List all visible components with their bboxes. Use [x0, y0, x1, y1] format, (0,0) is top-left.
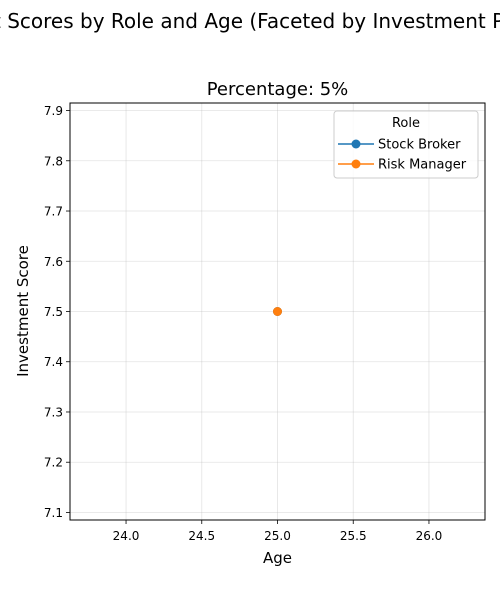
legend-swatch-marker: [351, 139, 361, 149]
chart-suptitle: Investment Scores by Role and Age (Facet…: [0, 9, 500, 33]
legend-label: Stock Broker: [378, 138, 461, 153]
legend-items: Stock Broker Risk Manager: [338, 138, 467, 173]
legend-swatch-marker: [351, 159, 361, 169]
x-tick-label: 25.5: [340, 529, 367, 543]
x-tick-label: 24.5: [188, 529, 215, 543]
legend-label: Risk Manager: [378, 158, 467, 173]
chart-title: Percentage: 5%: [207, 79, 349, 100]
legend-item: Risk Manager: [338, 158, 467, 173]
y-tick-label: 7.7: [44, 205, 63, 219]
plot-area: [69, 102, 486, 521]
y-tick-label: 7.6: [44, 255, 63, 269]
data-point: [273, 307, 282, 316]
series-layer: [273, 307, 282, 316]
y-axis-label: Investment Score: [14, 245, 32, 377]
y-tick-label: 7.2: [44, 456, 63, 470]
y-tick-label: 7.5: [44, 305, 63, 319]
x-tick-label: 25.0: [264, 529, 291, 543]
legend-title: Role: [392, 116, 420, 131]
x-ticks: 24.0 24.5 25.0 25.5 26.0: [113, 520, 443, 543]
x-axis-label: Age: [263, 549, 292, 567]
legend-box: [333, 110, 479, 179]
x-tick-label: 24.0: [113, 529, 140, 543]
y-tick-label: 7.1: [44, 506, 63, 520]
y-tick-label: 7.3: [44, 405, 63, 419]
series-1: [273, 307, 282, 316]
y-tick-label: 7.8: [44, 154, 63, 168]
y-tick-label: 7.4: [44, 355, 63, 369]
y-tick-label: 7.9: [44, 104, 63, 118]
legend-item: Stock Broker: [338, 138, 461, 153]
y-ticks: 7.1 7.2 7.3 7.4 7.5 7.6 7.7 7.8 7.9: [44, 104, 70, 520]
legend: Role Stock Broker Risk Manager: [333, 110, 479, 179]
x-tick-label: 26.0: [416, 529, 443, 543]
